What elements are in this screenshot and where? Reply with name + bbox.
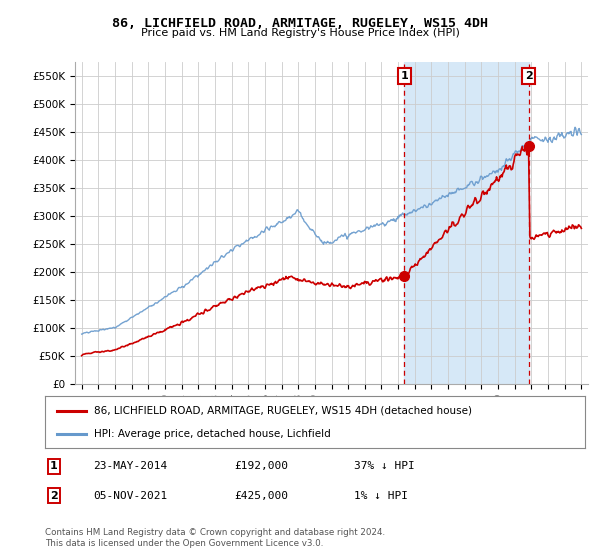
- Text: 86, LICHFIELD ROAD, ARMITAGE, RUGELEY, WS15 4DH: 86, LICHFIELD ROAD, ARMITAGE, RUGELEY, W…: [112, 17, 488, 30]
- Text: 2: 2: [50, 491, 58, 501]
- Bar: [404, 62, 529, 384]
- Text: 2: 2: [525, 71, 533, 81]
- Text: Price paid vs. HM Land Registry's House Price Index (HPI): Price paid vs. HM Land Registry's House …: [140, 28, 460, 38]
- Text: 1: 1: [50, 461, 58, 472]
- Text: 37% ↓ HPI: 37% ↓ HPI: [354, 461, 415, 472]
- Text: 1% ↓ HPI: 1% ↓ HPI: [354, 491, 408, 501]
- Text: 05-NOV-2021: 05-NOV-2021: [93, 491, 167, 501]
- Text: 1: 1: [401, 71, 409, 81]
- Text: 86, LICHFIELD ROAD, ARMITAGE, RUGELEY, WS15 4DH (detached house): 86, LICHFIELD ROAD, ARMITAGE, RUGELEY, W…: [94, 406, 472, 416]
- Text: 23-MAY-2014: 23-MAY-2014: [93, 461, 167, 472]
- Text: Contains HM Land Registry data © Crown copyright and database right 2024.
This d: Contains HM Land Registry data © Crown c…: [45, 528, 385, 548]
- Text: HPI: Average price, detached house, Lichfield: HPI: Average price, detached house, Lich…: [94, 429, 331, 439]
- Text: £192,000: £192,000: [234, 461, 288, 472]
- Text: £425,000: £425,000: [234, 491, 288, 501]
